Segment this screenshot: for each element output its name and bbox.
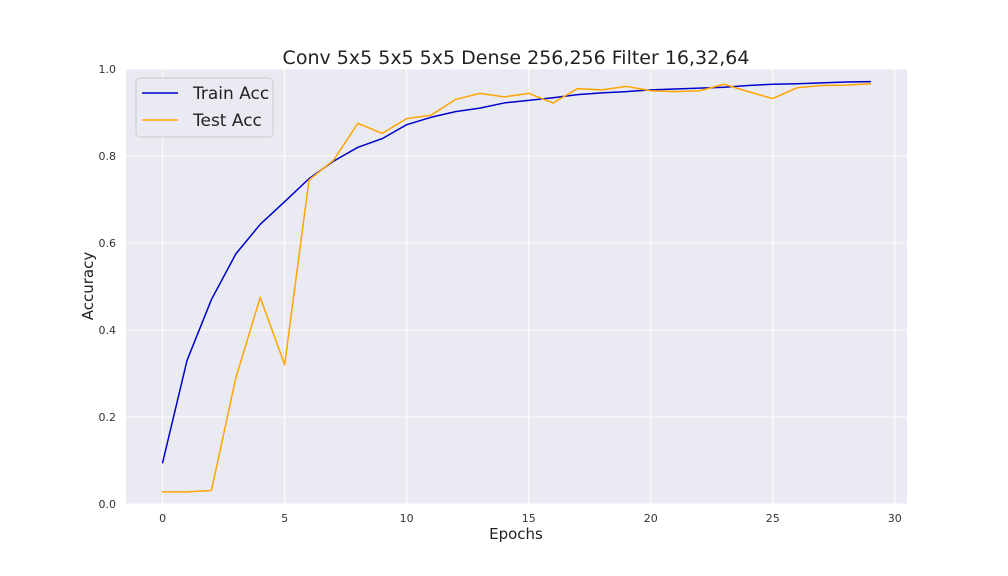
test-acc-line xyxy=(161,83,872,493)
y-tick-label-4: 0.8 xyxy=(99,150,117,163)
y-tick-label-2: 0.4 xyxy=(99,324,117,337)
tick-labels: 0 5 10 15 20 25 30 0.0 0.2 0.4 0.6 0.8 1.0 xyxy=(99,63,902,525)
plot-area xyxy=(126,69,907,504)
x-tick-label-6: 30 xyxy=(888,512,902,525)
x-tick-label-4: 20 xyxy=(644,512,658,525)
y-axis-label: Accuracy xyxy=(79,252,97,321)
x-tick-label-5: 25 xyxy=(766,512,780,525)
series-layer xyxy=(161,80,872,493)
x-tick-label-3: 15 xyxy=(522,512,536,525)
y-tick-label-3: 0.6 xyxy=(99,237,117,250)
train-acc-line xyxy=(161,80,872,464)
y-tick-label-1: 0.2 xyxy=(99,411,117,424)
legend-label-train: Train Acc xyxy=(192,84,269,104)
y-tick-label-0: 0.0 xyxy=(99,498,117,511)
chart-title: Conv 5x5 5x5 5x5 Dense 256,256 Filter 16… xyxy=(283,47,750,69)
x-tick-label-0: 0 xyxy=(159,512,166,525)
x-tick-label-2: 10 xyxy=(400,512,414,525)
legend: Train Acc Test Acc xyxy=(135,77,274,138)
legend-label-test: Test Acc xyxy=(192,111,262,131)
x-axis-label: Epochs xyxy=(489,525,543,543)
y-tick-label-5: 1.0 xyxy=(99,63,117,76)
x-tick-label-1: 5 xyxy=(281,512,288,525)
gridlines xyxy=(126,68,907,505)
